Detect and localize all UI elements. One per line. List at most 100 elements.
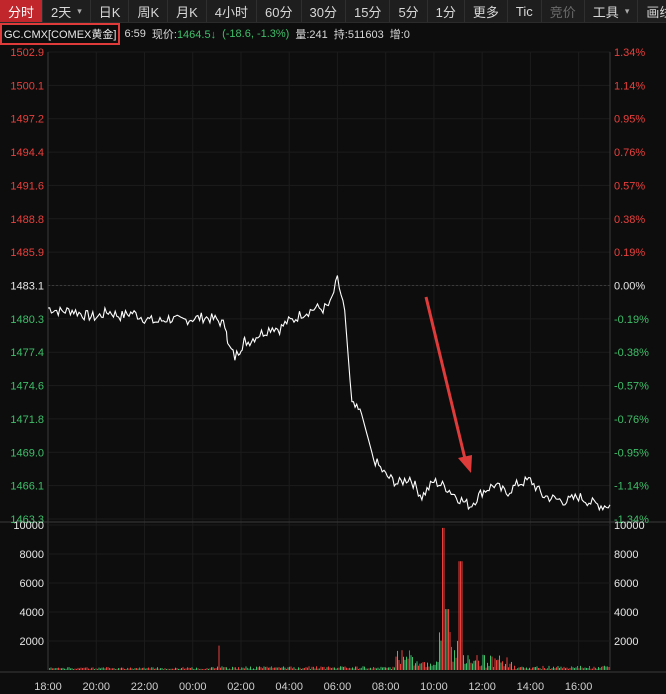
volume-bar <box>67 667 68 670</box>
volume-bar <box>539 668 541 670</box>
tab-label: Tic <box>515 3 533 19</box>
volume-bar <box>74 668 76 670</box>
volume-bar <box>406 656 407 670</box>
auction-button[interactable]: 竞价 <box>542 0 585 22</box>
volume-bar <box>593 666 595 670</box>
volume-bar <box>568 668 569 670</box>
volume-bar <box>544 668 545 670</box>
volume-bar <box>416 661 418 670</box>
volume-bar <box>308 666 310 670</box>
tab-more[interactable]: 更多 <box>465 0 508 22</box>
tab-label: 60分 <box>265 4 293 20</box>
volume-bar <box>154 668 155 670</box>
percent-tick-label: 0.38% <box>614 214 645 226</box>
volume-bar <box>89 668 91 670</box>
tools-menu[interactable]: 工具 ▾ <box>585 0 639 22</box>
symbol-label[interactable]: GC.CMX[COMEX黄金] <box>0 23 121 45</box>
volume-bar <box>254 668 256 670</box>
intraday-chart[interactable]: 1502.9 1500.1 1497.2 1494.4 1491.6 1488.8 1485… <box>0 45 666 694</box>
tab-4hour[interactable]: 4小时 <box>207 0 258 22</box>
tab-weekly-k[interactable]: 周K <box>129 0 169 22</box>
volume-bar <box>595 667 596 670</box>
tab-5min[interactable]: 5分 <box>390 0 428 22</box>
volume-bar <box>184 668 185 670</box>
volume-bar <box>499 655 500 670</box>
volume-bar <box>386 667 388 670</box>
volume-bar <box>373 667 374 670</box>
volume-bar <box>548 665 550 670</box>
volume-bar <box>569 667 571 670</box>
percent-tick-label: -1.14% <box>614 481 649 493</box>
volume-bar <box>434 664 436 670</box>
volume-bar <box>190 667 191 670</box>
tab-label: 月K <box>176 4 198 20</box>
volume-bar <box>356 666 358 670</box>
volume-bar <box>70 668 71 670</box>
volume-bar <box>470 662 472 670</box>
volume-bar <box>203 668 205 670</box>
time-tick-label: 14:00 <box>517 681 545 693</box>
volume-bar <box>274 667 275 670</box>
price-tick-label: 1466.1 <box>10 481 44 493</box>
volume-bar <box>526 667 527 670</box>
volume-bar <box>331 667 332 670</box>
volume-bar <box>571 666 572 670</box>
tools-label: 工具 <box>592 4 619 20</box>
volume-bar <box>400 663 401 670</box>
price-tick-label: 1463.3 <box>10 514 44 526</box>
volume-bar <box>338 667 340 670</box>
tab-label: 2天 <box>51 4 72 20</box>
volume-axis: 10000 10000 8000 8000 6000 6000 4000 4000 2000 20… <box>13 520 644 648</box>
tab-2day[interactable]: 2天 ▾ <box>43 0 91 22</box>
volume-bar <box>283 666 284 670</box>
volume-bar <box>173 668 175 670</box>
volume-bar <box>341 666 343 670</box>
down-arrow-icon: ↓ <box>210 29 217 41</box>
tab-daily-k[interactable]: 日K <box>91 0 130 22</box>
volume-bar <box>148 667 149 670</box>
tab-1min[interactable]: 1分 <box>428 0 465 22</box>
volume-bar <box>77 667 79 670</box>
volume-bar <box>194 668 196 670</box>
volume-bar <box>88 668 89 670</box>
volume-bar <box>412 656 413 670</box>
volume-bar <box>256 666 257 670</box>
volume-bar <box>464 663 466 670</box>
volume-bar <box>362 666 364 670</box>
volume-bar <box>359 668 361 670</box>
quote-info-bar: GC.CMX[COMEX黄金] 6:59 现价:1464.5↓ (-18.6, … <box>0 23 666 45</box>
volume-bar <box>112 668 113 670</box>
volume-bar <box>458 561 460 670</box>
tab-tick[interactable]: Tic <box>508 0 542 22</box>
volume-bar <box>64 668 65 670</box>
tab-label: 周K <box>137 4 160 20</box>
volume-bar <box>232 666 233 670</box>
tab-60min[interactable]: 60分 <box>257 0 302 22</box>
volume-bar <box>58 667 59 670</box>
volume-bar <box>94 669 95 670</box>
volume-bar <box>191 667 193 670</box>
volume-bar <box>383 667 385 670</box>
volume-bar <box>508 667 509 670</box>
volume-bar <box>449 632 451 670</box>
volume-bar <box>344 666 346 670</box>
tab-intraday[interactable]: 分时 <box>0 0 44 22</box>
volume-bar <box>161 668 163 670</box>
tab-30min[interactable]: 30分 <box>302 0 346 22</box>
draw-line-button[interactable]: 画线 <box>638 0 666 22</box>
volume-bar <box>61 668 62 670</box>
volume-bar <box>529 667 530 670</box>
tab-monthly-k[interactable]: 月K <box>168 0 207 22</box>
volume-bar <box>410 655 412 670</box>
volume-bar <box>583 668 584 670</box>
volume-tick-label: 2000 <box>20 636 44 648</box>
volume-bar <box>55 668 56 670</box>
volume-bar <box>355 666 356 670</box>
volume-bar <box>428 666 430 670</box>
volume-bar <box>431 665 433 670</box>
volume-bar <box>196 667 197 670</box>
tab-15min[interactable]: 15分 <box>346 0 391 22</box>
volume-bar <box>236 668 238 670</box>
arrow-head <box>458 455 472 473</box>
volume-bar <box>604 665 605 670</box>
